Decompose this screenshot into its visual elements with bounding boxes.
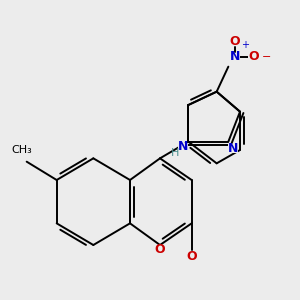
FancyBboxPatch shape xyxy=(230,38,240,46)
Text: O: O xyxy=(248,50,259,63)
Text: O: O xyxy=(186,250,197,263)
FancyBboxPatch shape xyxy=(248,52,258,61)
Text: N: N xyxy=(178,140,188,153)
Text: H: H xyxy=(171,148,179,158)
Text: CH₃: CH₃ xyxy=(11,145,32,155)
Text: O: O xyxy=(155,243,165,256)
FancyBboxPatch shape xyxy=(230,52,240,61)
Text: −: − xyxy=(262,52,272,62)
FancyBboxPatch shape xyxy=(228,144,238,152)
Text: +: + xyxy=(241,40,249,50)
Text: N: N xyxy=(230,50,240,63)
FancyBboxPatch shape xyxy=(155,245,165,254)
Text: N: N xyxy=(228,142,238,155)
FancyBboxPatch shape xyxy=(178,142,188,151)
Text: O: O xyxy=(230,35,240,48)
FancyBboxPatch shape xyxy=(186,253,197,261)
